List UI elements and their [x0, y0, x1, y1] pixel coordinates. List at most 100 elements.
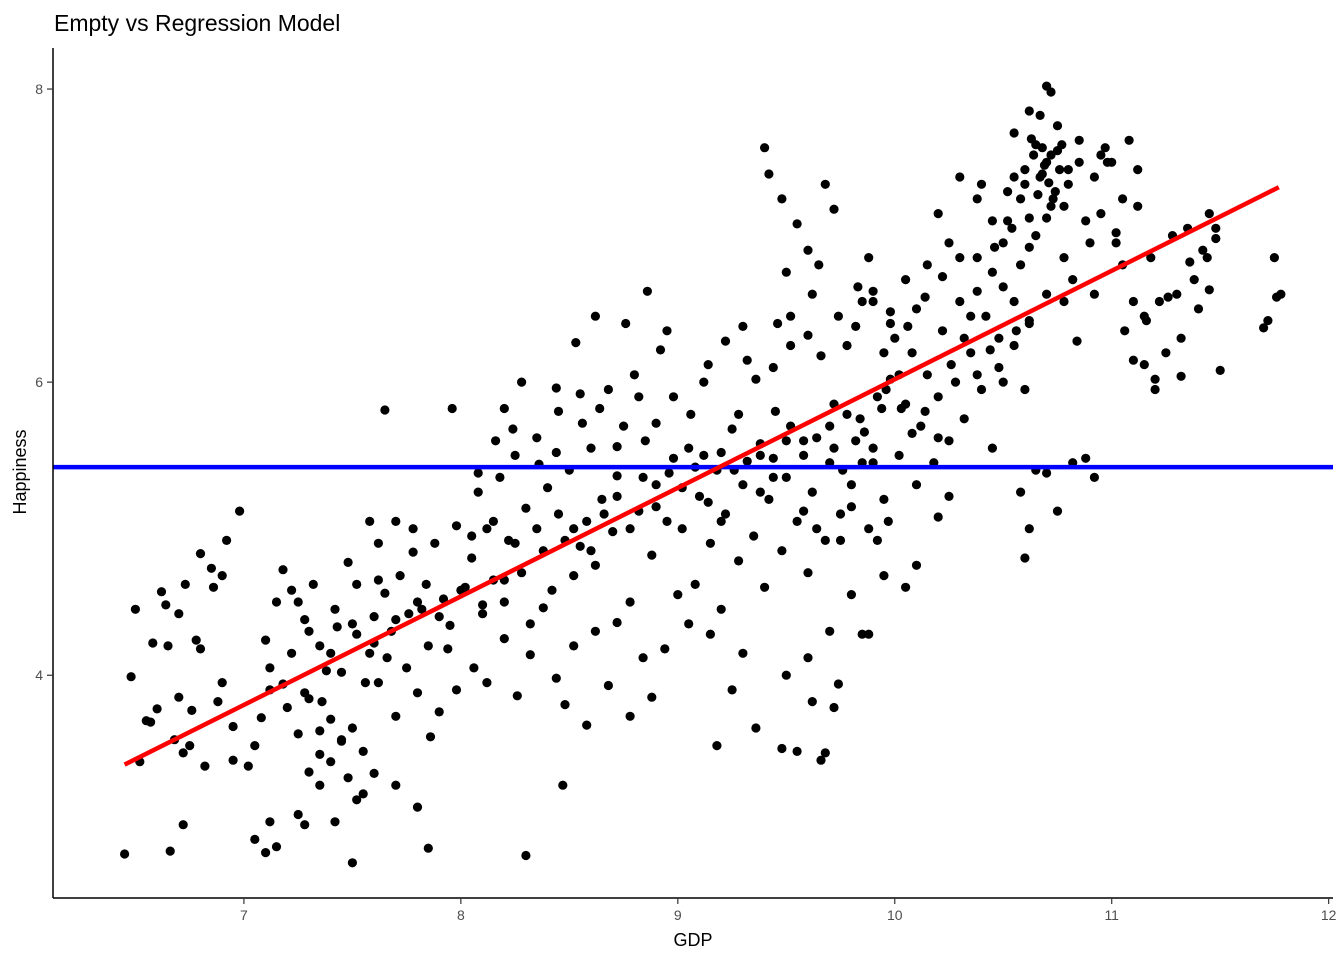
data-point: [347, 858, 357, 868]
data-point: [699, 377, 709, 387]
x-tick-label: 7: [240, 907, 248, 923]
data-point: [195, 644, 206, 654]
data-point: [773, 318, 783, 329]
data-point: [1024, 106, 1034, 116]
data-point: [1111, 238, 1121, 248]
data-point: [777, 546, 787, 556]
data-point: [716, 604, 726, 614]
data-point: [755, 487, 765, 497]
data-point: [668, 453, 679, 463]
data-point: [250, 741, 260, 751]
data-point: [1046, 150, 1056, 160]
data-point: [705, 538, 716, 548]
data-point: [1146, 253, 1156, 263]
data-point: [1016, 194, 1026, 204]
data-point: [421, 579, 431, 590]
data-point: [803, 330, 813, 340]
data-point: [217, 678, 227, 688]
data-point: [308, 579, 318, 590]
data-point: [213, 697, 223, 707]
data-point: [868, 296, 878, 307]
data-point: [206, 563, 216, 573]
data-point: [966, 348, 976, 358]
data-point: [716, 516, 726, 527]
data-point: [859, 427, 870, 437]
data-point: [864, 524, 874, 534]
data-point: [300, 615, 310, 625]
data-point: [508, 424, 518, 434]
data-point: [699, 450, 709, 460]
data-point: [851, 436, 861, 446]
data-point: [174, 692, 184, 702]
data-point: [990, 242, 1000, 252]
data-point: [994, 362, 1004, 373]
data-point: [1269, 253, 1279, 263]
data-point: [577, 418, 588, 428]
data-point: [369, 612, 379, 622]
data-point: [586, 443, 596, 453]
data-point: [820, 748, 830, 758]
data-point: [517, 377, 527, 387]
data-point: [621, 318, 631, 329]
data-point: [651, 480, 661, 490]
data-point: [1096, 150, 1106, 160]
data-point: [1009, 296, 1019, 307]
data-point: [662, 516, 672, 527]
data-point: [781, 472, 791, 482]
data-point: [1035, 110, 1045, 120]
data-point: [495, 472, 505, 482]
data-point: [1133, 165, 1143, 175]
data-point: [1150, 374, 1160, 384]
data-point: [629, 370, 640, 380]
data-point: [751, 723, 761, 733]
data-point: [1020, 553, 1030, 563]
data-point: [814, 260, 824, 270]
data-point: [228, 721, 238, 732]
data-point: [423, 843, 433, 853]
y-tick-label: 8: [35, 81, 43, 97]
data-point: [315, 749, 325, 760]
data-point: [712, 741, 722, 751]
data-point: [447, 403, 457, 414]
data-point: [660, 644, 670, 654]
data-point: [857, 629, 867, 639]
data-point: [373, 678, 383, 688]
data-point: [365, 516, 375, 527]
data-point: [1111, 228, 1121, 238]
data-point: [332, 622, 342, 632]
data-point: [901, 275, 911, 285]
data-point: [343, 773, 353, 783]
data-point: [955, 296, 965, 307]
data-point: [760, 143, 770, 153]
data-point: [412, 688, 423, 698]
data-point: [705, 629, 716, 639]
data-point: [786, 311, 796, 321]
data-point: [317, 697, 327, 707]
data-point: [812, 433, 822, 443]
data-point: [358, 789, 368, 799]
data-point: [271, 842, 282, 852]
data-point: [903, 321, 913, 331]
data-point: [944, 238, 954, 248]
data-point: [1198, 245, 1208, 255]
data-point: [560, 700, 570, 710]
chart-title: Empty vs Regression Model: [54, 10, 340, 36]
data-point: [599, 509, 609, 519]
data-point: [716, 447, 726, 458]
data-point: [330, 604, 340, 614]
data-point: [625, 524, 635, 534]
data-point: [922, 260, 932, 270]
data-point: [434, 612, 444, 622]
data-point: [879, 494, 889, 504]
data-point: [586, 546, 596, 556]
data-point: [180, 579, 190, 590]
data-point: [803, 245, 813, 255]
data-point: [1193, 304, 1204, 314]
data-point: [768, 362, 778, 373]
data-point: [1128, 355, 1138, 365]
data-point: [1176, 333, 1186, 343]
data-point: [820, 535, 830, 546]
data-point: [1031, 140, 1041, 150]
data-point: [336, 736, 347, 746]
data-point: [1150, 384, 1160, 395]
